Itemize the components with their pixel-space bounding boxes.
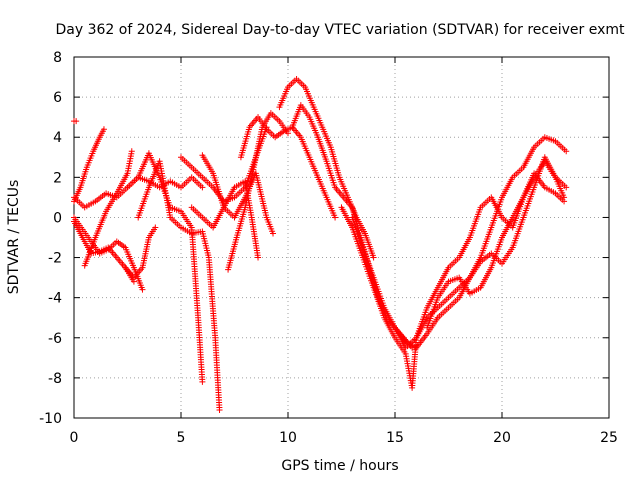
y-tick-label: 6 [53,90,62,106]
y-tick-label: -6 [48,331,62,347]
x-tick-label: 25 [600,430,618,446]
x-tick-label: 5 [177,430,186,446]
data-point [73,118,80,125]
series-track-16 [338,204,420,391]
y-tick-label: -10 [39,411,62,427]
data-point [332,214,339,221]
axis-ticks: 0 5 10 15 20 25 -10 -8 -6 -4 -2 0 2 4 6 8 [39,50,618,446]
y-tick-label: 0 [53,210,62,226]
series-track-21 [434,154,568,321]
x-tick-label: 15 [386,430,404,446]
data-point [255,254,262,261]
y-tick-label: 8 [53,50,62,66]
y-axis-label: SDTVAR / TECUs [6,180,22,295]
data-points [71,76,570,413]
series-track-22 [71,118,80,125]
data-point [199,378,206,385]
x-tick-label: 20 [493,430,511,446]
data-point [100,126,107,133]
data-point [199,184,206,191]
series-track-1 [71,126,107,205]
series-track-14 [276,76,377,261]
series-track-12 [225,110,291,273]
series-track-20 [424,158,570,331]
data-point [128,148,135,155]
data-point [370,254,377,261]
plot-frame [73,56,610,419]
series-track-8 [122,224,159,281]
data-point [270,230,277,237]
grid [74,57,609,418]
y-tick-label: -8 [48,371,62,387]
x-tick-label: 0 [70,430,79,446]
data-point [216,406,223,413]
chart-title: Day 362 of 2024, Sidereal Day-to-day VTE… [56,22,626,38]
data-point [561,194,568,201]
series-track-9 [178,124,270,205]
series-track-3 [81,148,135,269]
y-tick-label: -4 [48,291,62,307]
series-track-13 [237,114,339,221]
data-point [563,184,570,191]
data-point [152,224,159,231]
series-track-5 [71,214,146,293]
y-tick-label: 4 [53,130,62,146]
x-tick-label: 10 [279,430,297,446]
x-axis-label: GPS time / hours [281,458,398,474]
data-point [563,148,570,155]
y-tick-label: -2 [48,251,62,267]
data-point [139,286,146,293]
series-track-7 [135,158,223,413]
y-tick-label: 2 [53,170,62,186]
